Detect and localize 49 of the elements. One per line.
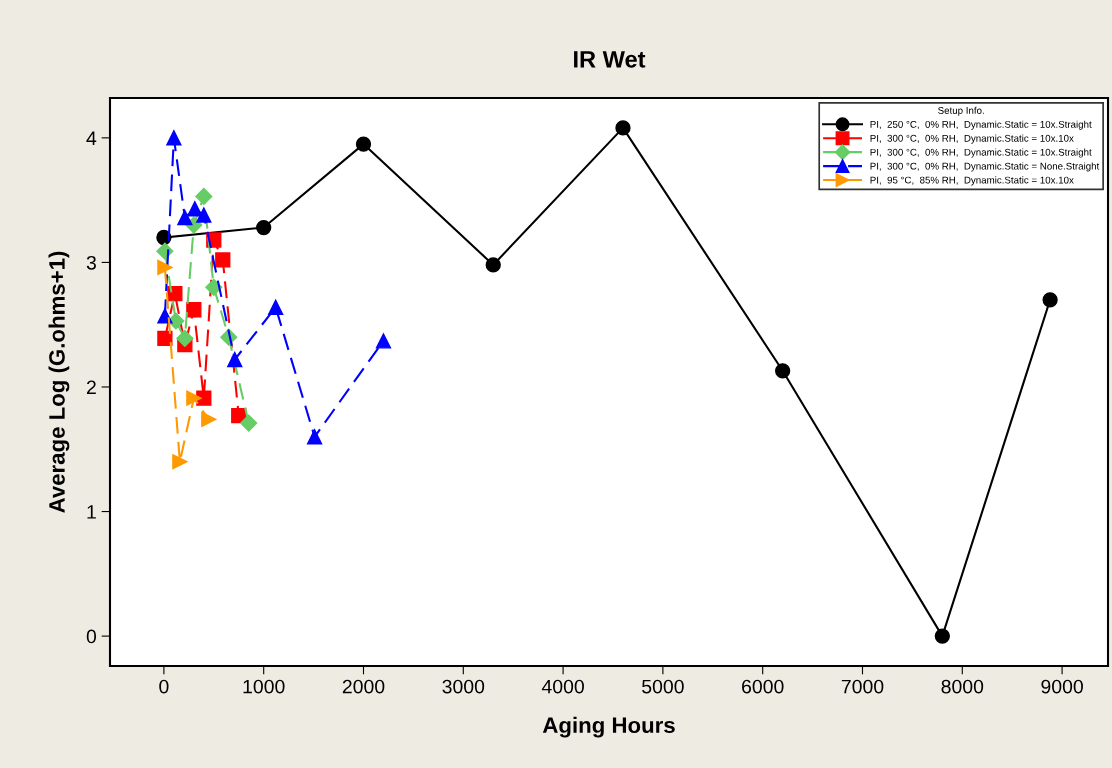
point xyxy=(196,207,212,223)
x-tick-label: 6000 xyxy=(742,679,784,694)
point xyxy=(268,299,284,315)
point xyxy=(1042,292,1058,308)
point xyxy=(176,329,194,347)
legend-label: PI, 250 °C, 0% RH, Dynamic.Static = 10x.Straight xyxy=(870,120,1092,130)
point xyxy=(240,414,258,432)
x-tick-label: 8000 xyxy=(941,679,984,694)
point xyxy=(201,411,217,428)
point xyxy=(186,302,202,318)
y-tick-label: 2 xyxy=(86,380,96,395)
x-tick-label: 4000 xyxy=(541,679,584,694)
point xyxy=(775,363,791,379)
point xyxy=(227,351,243,368)
y-tick-label: 3 xyxy=(86,255,96,270)
x-tick-label: 5000 xyxy=(642,679,684,694)
x-tick-label: 3000 xyxy=(442,679,485,694)
legend-title: Setup Info. xyxy=(938,106,984,116)
legend-label: PI, 300 °C, 0% RH, Dynamic.Static = 10x.Straight xyxy=(870,148,1092,158)
point xyxy=(306,429,323,445)
x-tick-label: 0 xyxy=(159,679,169,694)
point xyxy=(355,136,372,152)
point xyxy=(615,120,631,136)
legend-label: PI, 300 °C, 0% RH, Dynamic.Static = None.Straight xyxy=(870,162,1100,172)
point xyxy=(166,130,182,146)
point xyxy=(157,330,173,347)
point xyxy=(485,257,501,273)
x-tick-label: 9000 xyxy=(1041,679,1083,694)
point xyxy=(157,259,173,276)
point xyxy=(177,209,193,226)
legend-label: PI, 95 °C, 85% RH, Dynamic.Static = 10x.10x xyxy=(870,176,1074,186)
point xyxy=(172,454,188,470)
x-tick-label: 2000 xyxy=(342,679,385,694)
y-tick-label: 4 xyxy=(86,131,97,145)
point xyxy=(256,219,272,236)
point xyxy=(375,333,392,349)
y-tick-label: 0 xyxy=(86,629,97,644)
chart-title: IR Wet xyxy=(574,51,646,68)
x-axis-title: Aging Hours xyxy=(542,716,675,738)
point xyxy=(934,628,950,644)
y-axis-title: Average Log (G.ohms+1) xyxy=(48,251,70,513)
x-tick-label: 1000 xyxy=(243,679,285,694)
point xyxy=(195,187,213,205)
point xyxy=(215,252,231,268)
legend-label: PI, 300 °C, 0% RH, Dynamic.Static = 10x.10x xyxy=(870,134,1074,144)
x-tick-label: 7000 xyxy=(841,679,884,694)
point xyxy=(167,285,183,302)
point xyxy=(186,390,202,406)
y-tick-label: 1 xyxy=(87,505,96,519)
